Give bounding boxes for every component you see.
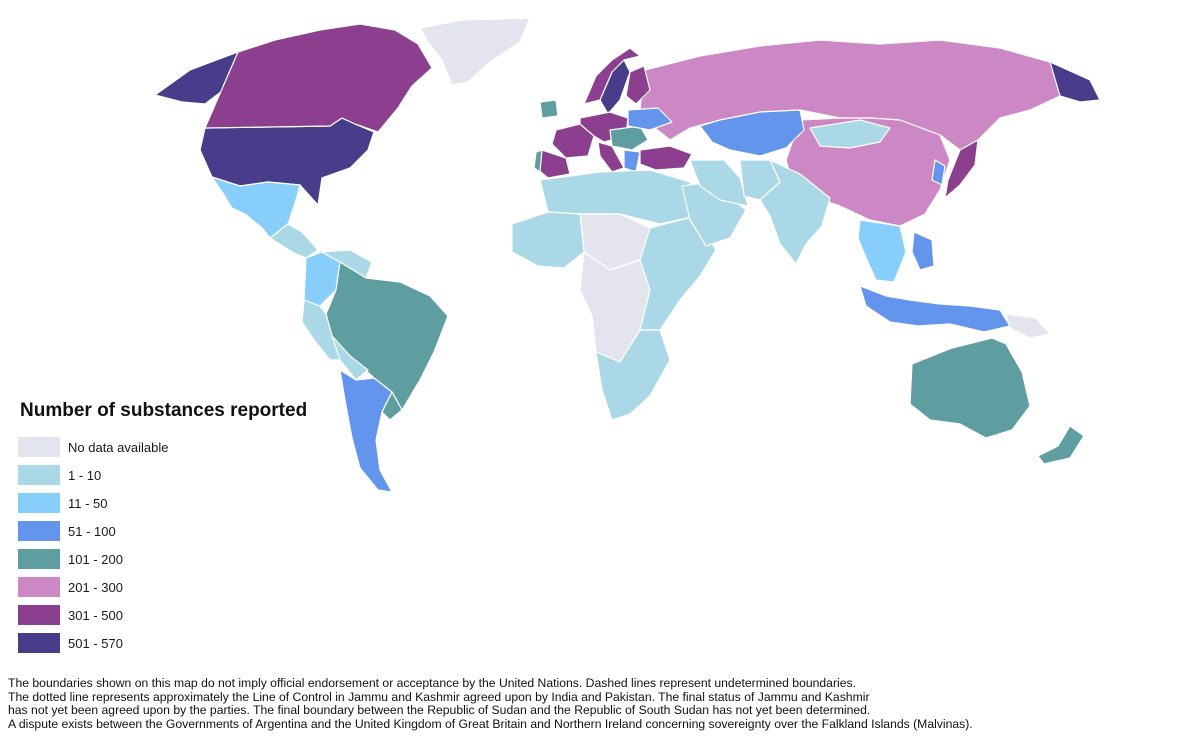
legend-item: 1 - 10 [18, 461, 358, 489]
region-southeast-asia: Southeast Asia [857, 219, 907, 283]
legend-item: 51 - 100 [18, 517, 358, 545]
legend-swatch [18, 577, 60, 597]
region-finland: Finland [625, 65, 651, 105]
map-regions: United StatesAlaskaCanadaGreenlandMexico… [154, 17, 1101, 493]
legend-swatch [18, 493, 60, 513]
region-kazakhstan: Kazakhstan [699, 109, 805, 157]
region-uruguay: Uruguay [381, 391, 403, 421]
region-korea: Korea [931, 159, 946, 186]
region-venezuela: Venezuela [321, 249, 373, 279]
footnote-line: The boundaries shown on this map do not … [8, 676, 856, 690]
legend-label: 501 - 570 [68, 635, 123, 651]
region-central-america: Central America [269, 223, 319, 259]
region-norway: Norway [583, 47, 641, 105]
region-italy: Italy [597, 141, 625, 173]
region-philippines: Philippines [911, 231, 935, 271]
legend-swatch [18, 437, 60, 457]
region-india: India [759, 159, 831, 265]
legend-label: 1 - 10 [68, 467, 102, 483]
legend-label: 201 - 300 [68, 579, 123, 595]
region-ireland: Ireland [539, 99, 559, 119]
region-greenland: Greenland [419, 17, 531, 86]
map-legend: Number of substances reported No data av… [18, 400, 358, 657]
region-argentina: Argentina [339, 369, 393, 493]
region-eastern-europe: Eastern Europe [609, 125, 649, 151]
region-iran: Iran [689, 159, 749, 207]
legend-label: No data available [68, 439, 169, 455]
region-greece: Greece [623, 149, 641, 173]
region-portugal: Portugal [533, 149, 543, 173]
region-new-zealand: New Zealand [1037, 425, 1085, 465]
region-japan: Japan [944, 139, 979, 199]
legend-item: No data available [18, 433, 358, 461]
legend-swatch [18, 549, 60, 569]
footnote-line: The dotted line represents approximately… [8, 689, 870, 704]
region-west-africa: West Africa [511, 211, 585, 269]
legend-swatch [18, 465, 60, 485]
legend-swatch [18, 633, 60, 653]
region-turkey: Turkey [639, 145, 693, 171]
region-papua-new-guinea: Papua New Guinea [1005, 313, 1051, 339]
legend-item: 501 - 570 [18, 629, 358, 657]
region-ukraine: Ukraine [627, 107, 673, 131]
legend-title: Number of substances reported [20, 400, 308, 421]
region-australia: Australia [909, 337, 1031, 439]
legend-item: 11 - 50 [18, 489, 358, 517]
region-southern-africa: Southern Africa [595, 329, 671, 421]
region-mongolia: Mongolia [809, 119, 891, 149]
legend-swatch [18, 521, 60, 541]
region-canada: Canada [204, 23, 433, 133]
legend-swatch [18, 605, 60, 625]
footnote-line: has not yet been agreed upon by the part… [8, 703, 871, 718]
region-russia-far-east: Russia Far East [1049, 61, 1101, 103]
region-bolivia: Bolivia [331, 335, 369, 381]
legend-label: 51 - 100 [68, 523, 116, 539]
legend-label: 301 - 500 [68, 607, 123, 623]
legend-label: 11 - 50 [68, 495, 108, 511]
legend-item: 201 - 300 [18, 573, 358, 601]
region-indonesia: Indonesia [859, 285, 1011, 333]
footnote-line: A dispute exists between the Governments… [8, 716, 973, 731]
legend-item: 101 - 200 [18, 545, 358, 573]
legend-item: 301 - 500 [18, 601, 358, 629]
legend-label: 101 - 200 [68, 551, 123, 567]
legend-rows: No data available 1 - 10 11 - 50 51 - 100 10… [18, 433, 358, 657]
disclaimer-footnote: The boundaries shown on this map do not … [8, 676, 1193, 731]
